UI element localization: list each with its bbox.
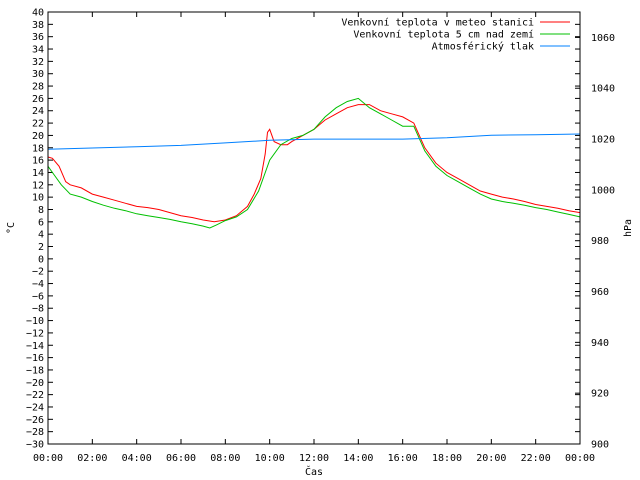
y-tick-label: −10 xyxy=(26,316,44,327)
legend-label-3: Atmosférický tlak xyxy=(432,41,534,53)
y-tick-label: 38 xyxy=(32,20,44,31)
y-tick-label: −30 xyxy=(26,440,44,451)
y-tick-label: 0 xyxy=(38,254,44,265)
y-tick-label: 14 xyxy=(32,168,44,179)
y-tick-label: −18 xyxy=(26,365,44,376)
y-tick-label: −28 xyxy=(26,427,44,438)
y2-tick-label: 1040 xyxy=(591,84,615,95)
x-tick-label: 00:00 xyxy=(33,453,63,464)
x-tick-label: 12:00 xyxy=(299,453,329,464)
x-axis-label: Čas xyxy=(305,465,323,478)
x-tick-label: 18:00 xyxy=(432,453,462,464)
y-tick-label: 24 xyxy=(32,106,44,117)
legend-label-1: Venkovní teplota v meteo stanici xyxy=(341,17,534,29)
y-tick-label: 8 xyxy=(38,205,44,216)
x-tick-labels: 00:00 02:00 04:00 06:00 08:00 10:00 12:00 14:00… xyxy=(33,453,595,464)
x-tick-label: 00:00 xyxy=(565,453,595,464)
series-lines xyxy=(47,97,581,229)
y-tick-label: 30 xyxy=(32,69,44,80)
series-line-2 xyxy=(47,97,581,229)
y2-tick-labels: 900 920 940 960 980 1000 1020 1040 1060 xyxy=(591,33,615,451)
y2-tick-label: 1000 xyxy=(591,185,615,196)
y-tick-label: −16 xyxy=(26,353,44,364)
y-tick-label: 12 xyxy=(32,180,44,191)
x-tick-label: 02:00 xyxy=(77,453,107,464)
y-tick-label: 18 xyxy=(32,143,44,154)
legend: Venkovní teplota v meteo staniciVenkovní… xyxy=(341,17,570,53)
y2-tick-label: 960 xyxy=(591,287,609,298)
y-tick-label: −6 xyxy=(32,291,44,302)
tick-marks xyxy=(47,11,581,445)
y-axis-label: °C xyxy=(6,222,17,234)
y2-tick-label: 1020 xyxy=(591,135,615,146)
y-tick-label: −14 xyxy=(26,341,44,352)
x-tick-label: 08:00 xyxy=(210,453,240,464)
series-line-1 xyxy=(47,104,581,223)
y2-tick-label: 940 xyxy=(591,338,609,349)
x-tick-label: 06:00 xyxy=(166,453,196,464)
plot-frame xyxy=(47,11,581,445)
x-tick-label: 16:00 xyxy=(388,453,418,464)
x-tick-label: 04:00 xyxy=(122,453,152,464)
y-tick-label: −4 xyxy=(32,279,44,290)
y-tick-label: 28 xyxy=(32,82,44,93)
y-tick-label: 34 xyxy=(32,45,44,56)
y-tick-label: 6 xyxy=(38,217,44,228)
y2-tick-label: 920 xyxy=(591,389,609,400)
y-tick-label: 32 xyxy=(32,57,44,68)
y-tick-label: 22 xyxy=(32,119,44,130)
y-tick-label: 4 xyxy=(38,230,44,241)
y-tick-label: −8 xyxy=(32,304,44,315)
y-tick-label: −20 xyxy=(26,378,44,389)
series-line-3 xyxy=(47,133,581,150)
y-tick-label: 2 xyxy=(38,242,44,253)
x-tick-label: 20:00 xyxy=(476,453,506,464)
y-tick-label: 36 xyxy=(32,32,44,43)
y-tick-label: 26 xyxy=(32,94,44,105)
y-tick-label: 10 xyxy=(32,193,44,204)
y2-axis-label: hPa xyxy=(623,219,634,237)
y-tick-label: −24 xyxy=(26,402,44,413)
y-tick-label: 40 xyxy=(32,8,44,19)
y2-tick-label: 980 xyxy=(591,236,609,247)
y-tick-label: −12 xyxy=(26,328,44,339)
y2-tick-label: 900 xyxy=(591,440,609,451)
y-tick-label: −22 xyxy=(26,390,44,401)
x-tick-label: 10:00 xyxy=(255,453,285,464)
y2-tick-label: 1060 xyxy=(591,33,615,44)
legend-label-2: Venkovní teplota 5 cm nad zemí xyxy=(353,29,534,41)
y-tick-label: 16 xyxy=(32,156,44,167)
x-tick-label: 14:00 xyxy=(343,453,373,464)
y-tick-labels: −30−28−26−24−22−20−18−16−14−12−10−8−6−4−… xyxy=(26,8,44,451)
y-tick-label: −26 xyxy=(26,415,44,426)
x-tick-label: 22:00 xyxy=(521,453,551,464)
y-tick-label: −2 xyxy=(32,267,44,278)
y-tick-label: 20 xyxy=(32,131,44,142)
